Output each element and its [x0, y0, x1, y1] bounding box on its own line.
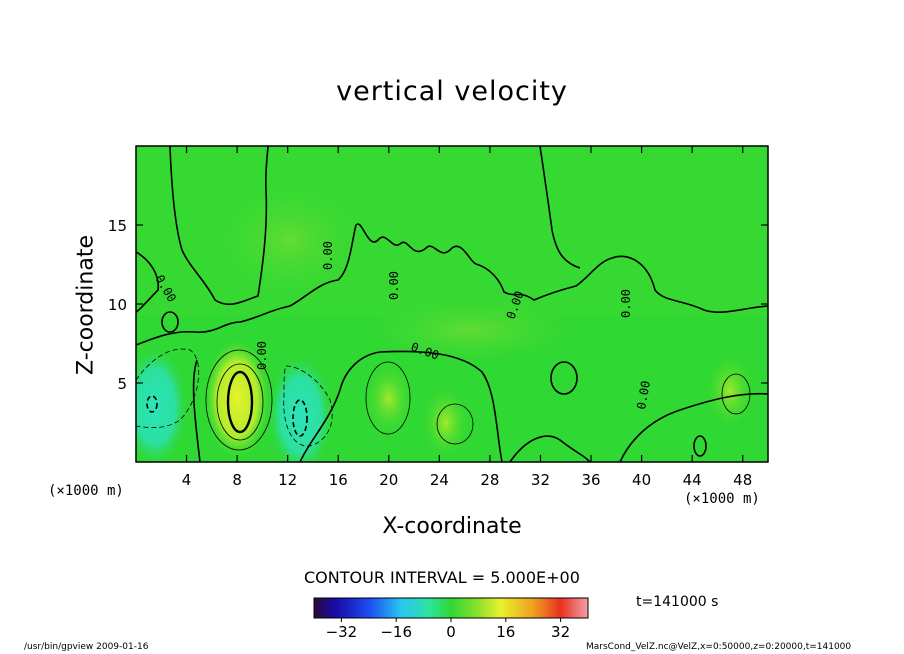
x-tick-label: 32: [531, 471, 550, 489]
negative-contours: [136, 348, 333, 447]
contour-label: 0.00: [634, 380, 653, 411]
x-tick-label: 40: [632, 471, 651, 489]
contour-label: 0.00: [255, 341, 269, 370]
x-unit-label-left: (×1000 m): [48, 483, 124, 499]
field-updraft: [419, 382, 472, 462]
x-unit-label-right: (×1000 m): [684, 491, 760, 507]
field-updraft: [203, 336, 272, 461]
field-downdraft: [266, 352, 335, 462]
zero-contours: [136, 146, 768, 462]
x-axis-label: X-coordinate: [382, 514, 522, 539]
colorbar-tick-label: 0: [446, 623, 456, 641]
field-updraft: [362, 358, 415, 439]
contour-label: 0.00: [619, 289, 633, 318]
x-tick-label: 16: [329, 471, 348, 489]
y-tick-label: 15: [108, 217, 127, 235]
y-axis-ticks: 5 10 15: [108, 217, 768, 393]
x-tick-label: 36: [581, 471, 600, 489]
x-tick-label: 12: [278, 471, 297, 489]
strong-positive-contour: [226, 370, 254, 434]
colorbar-tick-label: 32: [551, 623, 570, 641]
field-updraft: [704, 350, 757, 431]
positive-contours: [205, 349, 751, 451]
colorbar: [313, 597, 589, 619]
contour-label: 0.00: [387, 271, 401, 300]
contour-interval-label: CONTOUR INTERVAL = 5.000E+00: [304, 568, 580, 587]
y-tick-label: 5: [117, 375, 127, 393]
x-tick-label: 44: [683, 471, 702, 489]
field-features: [136, 336, 757, 462]
x-tick-label: 28: [480, 471, 499, 489]
chart-title: vertical velocity: [336, 76, 568, 107]
x-axis-ticks: 4 8 12 16 20 24 28 32 36 40 44 48: [182, 146, 752, 489]
colorbar-tick-label: −32: [326, 623, 358, 641]
plot-area: 0.000.000.000.000.00 0.000.000.00: [136, 146, 768, 462]
y-tick-label: 10: [108, 296, 127, 314]
colorbar-tick-label: −16: [380, 623, 412, 641]
x-tick-label: 8: [232, 471, 242, 489]
colorbar-tick-label: 16: [496, 623, 515, 641]
colorbar-ticks: −32 −16 0 16 32: [326, 618, 570, 641]
footer-right: MarsCond_VelZ.nc@VelZ,x=0:50000,z=0:2000…: [586, 642, 852, 652]
contour-label: 0.00: [321, 241, 335, 270]
footer-left: /usr/bin/gpview 2009-01-16: [24, 642, 149, 652]
field-downdraft: [136, 344, 189, 462]
time-label: t=141000 s: [636, 594, 719, 610]
x-tick-label: 4: [182, 471, 192, 489]
x-tick-label: 48: [733, 471, 752, 489]
x-tick-label: 24: [430, 471, 449, 489]
x-tick-label: 20: [379, 471, 398, 489]
